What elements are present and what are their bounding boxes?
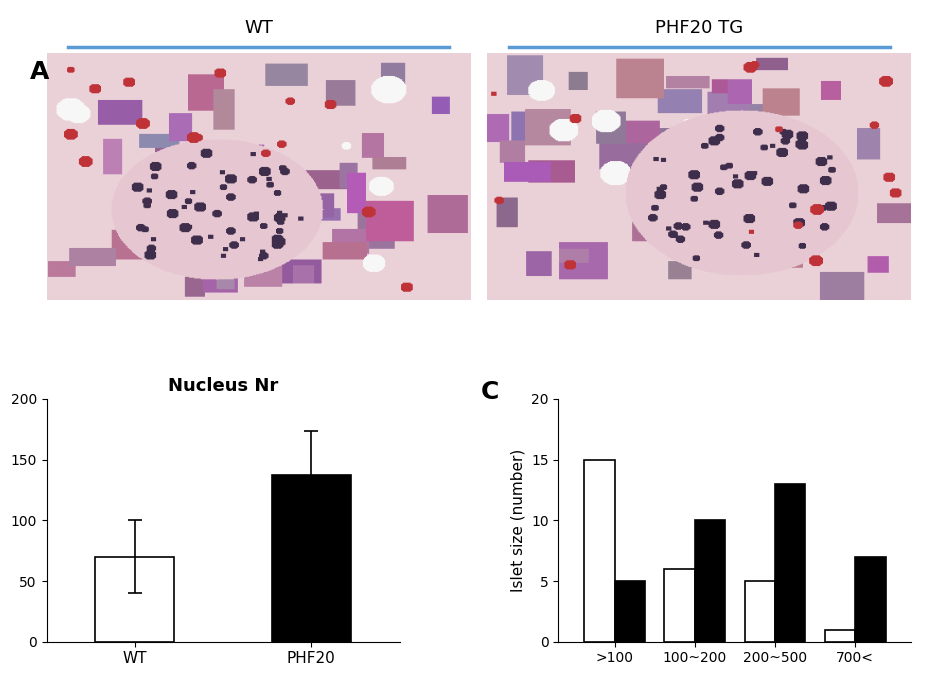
Text: C: C [481, 380, 499, 404]
Bar [825, 629, 856, 642]
Text: PHF20 TG: PHF20 TG [656, 19, 743, 37]
Bar [664, 569, 695, 642]
Text: WT: WT [244, 19, 272, 37]
Text: A: A [30, 60, 49, 84]
Bar [775, 484, 805, 642]
Bar [615, 581, 645, 642]
Bar [695, 520, 725, 642]
Title: Nucleus Nr: Nucleus Nr [168, 377, 278, 395]
Bar [745, 581, 775, 642]
Bar [272, 475, 351, 642]
Y-axis label: Islet size (number): Islet size (number) [511, 448, 525, 592]
Bar [856, 557, 885, 642]
Bar [584, 460, 615, 642]
Bar [95, 557, 175, 642]
